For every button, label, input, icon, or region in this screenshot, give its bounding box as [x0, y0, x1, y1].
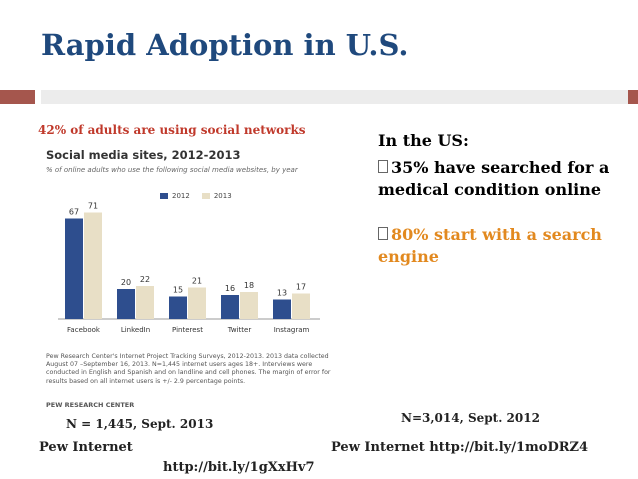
bullet-box-icon	[378, 159, 388, 173]
legend-swatch-2012	[160, 193, 168, 199]
legend-swatch-2013	[201, 193, 210, 199]
chart-subtitle: % of online adults who use the following…	[46, 166, 298, 174]
legend-label-2013: 2013	[213, 192, 232, 200]
chart-source: PEW RESEARCH CENTER	[46, 401, 135, 409]
stats-panel: In the US: 35% have searched for a medic…	[378, 130, 628, 269]
category-label: LinkedIn	[121, 326, 150, 334]
chart-image: Social media sites, 2012-2013 % of onlin…	[40, 145, 340, 415]
adoption-stat-label: 42% of adults are using social networks	[38, 123, 306, 137]
data-label: 20	[121, 278, 131, 287]
category-label: Twitter	[227, 326, 252, 334]
data-label: 21	[192, 277, 202, 286]
bullet-text-search-engine: 80% start with a search engine	[378, 224, 602, 267]
bullet-box-icon	[378, 226, 388, 240]
sample-size-left: N = 1,445, Sept. 2013	[66, 417, 214, 431]
chart-title: Social media sites, 2012-2013	[46, 148, 241, 162]
category-label: Facebook	[67, 326, 101, 334]
bullet-text-medical-search: 35% have searched for a medical conditio…	[378, 157, 610, 200]
accent-bar-middle	[41, 90, 628, 104]
data-label: 16	[225, 284, 235, 293]
category-label: Pinterest	[172, 326, 203, 334]
bar-instagram-2012	[273, 299, 291, 319]
bar-pinterest-2012	[169, 296, 187, 319]
data-label: 17	[296, 283, 306, 292]
bar-twitter-2012	[221, 295, 239, 319]
chart-legend: 2012 2013	[160, 192, 232, 200]
data-label: 22	[140, 275, 150, 284]
bar-pinterest-2013	[188, 287, 206, 319]
bar-twitter-2013	[240, 292, 258, 319]
bar-facebook-2012	[65, 218, 83, 319]
bar-chart: 67 71 Facebook 20 22 LinkedIn 15 21 Pinterest 16 1…	[58, 202, 320, 334]
accent-bar-left	[0, 90, 35, 104]
source-right: Pew Internet http://bit.ly/1moDRZ4	[331, 440, 589, 455]
category-label: Instagram	[274, 326, 310, 334]
bullet-search-engine: 80% start with a search engine	[378, 224, 628, 269]
bar-facebook-2013	[84, 212, 102, 319]
chart-note: Pew Research Center's Internet Project T…	[46, 353, 331, 385]
data-label: 15	[173, 286, 183, 295]
accent-bar-right	[628, 90, 638, 104]
legend-label-2012: 2012	[172, 192, 190, 200]
data-label: 18	[244, 281, 254, 290]
data-label: 71	[88, 202, 98, 211]
data-label: 67	[69, 208, 79, 217]
source-left: Pew Internet	[39, 440, 133, 455]
bar-instagram-2013	[292, 293, 310, 319]
source-link-bottom: http://bit.ly/1gXxHv7	[163, 460, 315, 475]
bar-linkedin-2012	[117, 289, 135, 319]
sample-size-right: N=3,014, Sept. 2012	[401, 411, 540, 425]
stats-heading: In the US:	[378, 131, 469, 150]
data-label: 13	[277, 289, 287, 298]
bar-linkedin-2013	[136, 286, 154, 319]
bullet-medical-search: 35% have searched for a medical conditio…	[378, 157, 628, 202]
slide-title: Rapid Adoption in U.S.	[41, 28, 409, 62]
